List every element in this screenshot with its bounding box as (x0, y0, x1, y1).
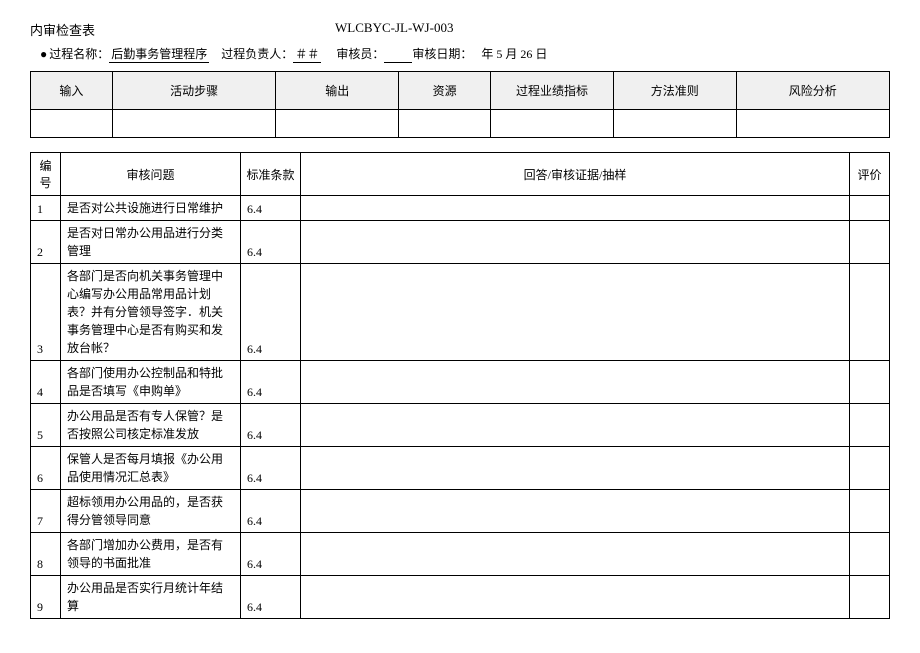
cell-question: 办公用品是否实行月统计年结算 (61, 576, 241, 619)
col-output: 输出 (276, 72, 399, 110)
cell-answer (301, 196, 850, 221)
col-num: 编号 (31, 153, 61, 196)
audit-date: 年 5 月 26 日 (481, 47, 547, 61)
label-process-name: 过程名称： (49, 47, 109, 61)
col-method: 方法准则 (613, 72, 736, 110)
cell-eval (850, 533, 890, 576)
cell-clause: 6.4 (241, 196, 301, 221)
col-eval: 评价 (850, 153, 890, 196)
table-row: 6保管人是否每月填报《办公用品使用情况汇总表》6.4 (31, 447, 890, 490)
cell-num: 6 (31, 447, 61, 490)
table-row: 4各部门使用办公控制品和特批品是否填写《申购单》6.4 (31, 361, 890, 404)
cell-answer (301, 576, 850, 619)
cell-num: 4 (31, 361, 61, 404)
cell-clause: 6.4 (241, 533, 301, 576)
cell-answer (301, 221, 850, 264)
col-step: 活动步骤 (112, 72, 276, 110)
cell-question: 各部门使用办公控制品和特批品是否填写《申购单》 (61, 361, 241, 404)
col-kpi: 过程业绩指标 (491, 72, 614, 110)
cell-question: 各部门增加办公费用，是否有领导的书面批准 (61, 533, 241, 576)
col-risk: 风险分析 (736, 72, 889, 110)
cell-answer (301, 447, 850, 490)
cell-question: 各部门是否向机关事务管理中心编写办公用品常用品计划表？并有分管领导签字．机关事务… (61, 264, 241, 361)
cell-eval (850, 264, 890, 361)
bullet-icon: ● (40, 47, 47, 62)
cell-num: 5 (31, 404, 61, 447)
info-line: ●过程名称：后勤事务管理程序 过程负责人：＃＃ 审核员： 审核日期： 年 5 月… (30, 45, 890, 63)
table-header-row: 输入 活动步骤 输出 资源 过程业绩指标 方法准则 风险分析 (31, 72, 890, 110)
col-resource: 资源 (399, 72, 491, 110)
cell-clause: 6.4 (241, 361, 301, 404)
col-question: 审核问题 (61, 153, 241, 196)
cell-clause: 6.4 (241, 221, 301, 264)
table-row: 5办公用品是否有专人保管？是否按照公司核定标准发放6.4 (31, 404, 890, 447)
cell-answer (301, 490, 850, 533)
label-audit-date: 审核日期： (412, 47, 472, 61)
table-row (31, 110, 890, 138)
col-answer: 回答/审核证据/抽样 (301, 153, 850, 196)
col-clause: 标准条款 (241, 153, 301, 196)
cell-clause: 6.4 (241, 447, 301, 490)
cell-question: 是否对公共设施进行日常维护 (61, 196, 241, 221)
doc-title: 内审检查表 (30, 20, 95, 39)
table-row: 1是否对公共设施进行日常维护6.4 (31, 196, 890, 221)
auditor-blank (384, 47, 412, 63)
cell-eval (850, 221, 890, 264)
cell-eval (850, 490, 890, 533)
cell-clause: 6.4 (241, 576, 301, 619)
cell-num: 1 (31, 196, 61, 221)
cell-eval (850, 196, 890, 221)
cell-question: 办公用品是否有专人保管？是否按照公司核定标准发放 (61, 404, 241, 447)
cell-num: 9 (31, 576, 61, 619)
cell-num: 2 (31, 221, 61, 264)
table-row: 2是否对日常办公用品进行分类管理6.4 (31, 221, 890, 264)
cell-clause: 6.4 (241, 404, 301, 447)
process-table: 输入 活动步骤 输出 资源 过程业绩指标 方法准则 风险分析 (30, 71, 890, 138)
table-row: 7超标领用办公用品的，是否获得分管领导同意6.4 (31, 490, 890, 533)
label-auditor: 审核员： (336, 47, 384, 61)
header-row: 内审检查表 WLCBYC-JL-WJ-003 (30, 20, 890, 39)
process-name: 后勤事务管理程序 (109, 45, 209, 63)
col-input: 输入 (31, 72, 113, 110)
owner: ＃＃ (293, 45, 321, 63)
table-row: 3各部门是否向机关事务管理中心编写办公用品常用品计划表？并有分管领导签字．机关事… (31, 264, 890, 361)
table-row: 8各部门增加办公费用，是否有领导的书面批准6.4 (31, 533, 890, 576)
label-owner: 过程负责人： (221, 47, 293, 61)
table-row: 9办公用品是否实行月统计年结算6.4 (31, 576, 890, 619)
cell-num: 3 (31, 264, 61, 361)
doc-code: WLCBYC-JL-WJ-003 (335, 20, 453, 39)
cell-num: 8 (31, 533, 61, 576)
cell-answer (301, 533, 850, 576)
cell-clause: 6.4 (241, 264, 301, 361)
cell-eval (850, 361, 890, 404)
cell-num: 7 (31, 490, 61, 533)
audit-table: 编号 审核问题 标准条款 回答/审核证据/抽样 评价 1是否对公共设施进行日常维… (30, 152, 890, 619)
cell-eval (850, 576, 890, 619)
cell-eval (850, 404, 890, 447)
cell-question: 保管人是否每月填报《办公用品使用情况汇总表》 (61, 447, 241, 490)
cell-answer (301, 264, 850, 361)
cell-clause: 6.4 (241, 490, 301, 533)
table-header-row: 编号 审核问题 标准条款 回答/审核证据/抽样 评价 (31, 153, 890, 196)
cell-answer (301, 404, 850, 447)
cell-eval (850, 447, 890, 490)
cell-question: 超标领用办公用品的，是否获得分管领导同意 (61, 490, 241, 533)
cell-answer (301, 361, 850, 404)
cell-question: 是否对日常办公用品进行分类管理 (61, 221, 241, 264)
